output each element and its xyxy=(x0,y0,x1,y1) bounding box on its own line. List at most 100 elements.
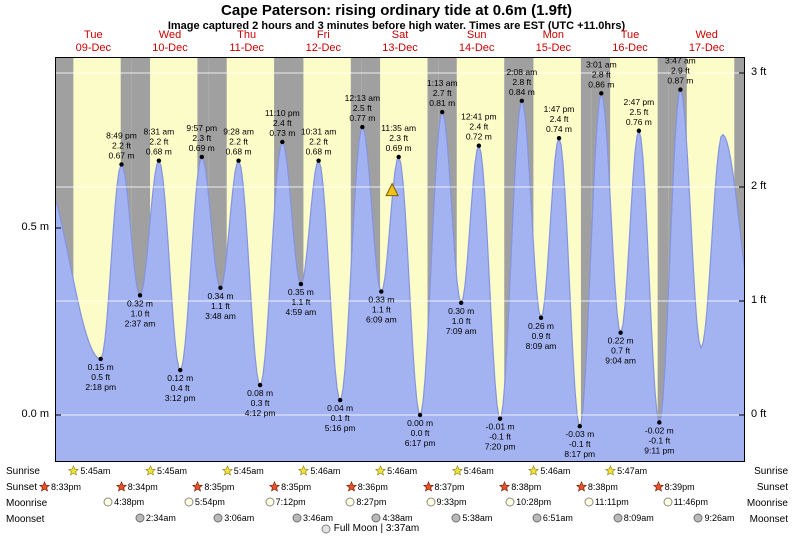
tide-high-label: 3:47 am xyxy=(665,57,696,66)
moonrise-time: 4:38pm xyxy=(114,497,145,507)
tide-low-label: 9:11 pm xyxy=(644,445,674,455)
moonset-circle-icon xyxy=(613,513,623,523)
tide-high-label: 9:28 am xyxy=(223,127,254,137)
tide-high-label: 11:35 am xyxy=(381,123,416,133)
tide-low-label: 1.1 ft xyxy=(372,305,392,315)
day-of-week: Sun xyxy=(466,29,487,41)
tide-low-label: 0.1 ft xyxy=(331,413,351,423)
tide-low-dot xyxy=(298,281,304,287)
tide-high-label: 0.72 m xyxy=(466,132,492,142)
day-date: 14-Dec xyxy=(458,42,495,54)
sunset-item: 8:38pm xyxy=(575,481,618,492)
moonset-time: 3:46am xyxy=(303,513,334,523)
day-of-week: Wed xyxy=(158,29,182,41)
tide-low-label: 0.33 m xyxy=(368,295,394,305)
tide-low-label: 0.22 m xyxy=(608,336,634,346)
sunset-star-icon xyxy=(115,481,127,492)
day-label: Tue 09-Dec xyxy=(62,29,124,55)
y-axis-left-label: 0.5 m xyxy=(21,221,49,233)
tide-high-dot xyxy=(476,143,482,148)
tide-high-dot xyxy=(236,158,241,163)
tide-high-label: 12:13 am xyxy=(345,93,380,103)
sunset-item: 8:33pm xyxy=(38,481,81,492)
sunset-item: 8:35pm xyxy=(192,481,234,492)
day-of-week: Tue xyxy=(620,29,640,41)
tide-high-label: 8:49 pm xyxy=(106,130,137,140)
sunrise-time: 5:46am xyxy=(540,465,571,476)
tide-high-label: 3:01 am xyxy=(586,59,617,69)
tide-low-label: 0.4 ft xyxy=(171,383,191,393)
astro-label-moonrise-right: Moonrise xyxy=(746,498,788,509)
tide-high-label: 2.4 ft xyxy=(550,114,570,124)
sunset-item: 8:38pm xyxy=(499,481,541,492)
tide-low-label: 4:59 am xyxy=(286,307,317,317)
sunrise-star-icon xyxy=(375,465,387,476)
sunset-star-icon xyxy=(38,481,50,492)
sunset-time: 8:37pm xyxy=(434,481,465,492)
astro-label-sunrise-right: Sunrise xyxy=(754,466,788,477)
tide-low-label: 1.1 ft xyxy=(211,301,231,311)
y-axis-left-label: 0.0 m xyxy=(21,408,49,420)
sunrise-time: 5:46am xyxy=(310,465,341,476)
moonset-time: 5:38am xyxy=(462,513,493,523)
tide-high-label: 0.73 m xyxy=(269,128,295,138)
moonset-circle-icon xyxy=(135,513,145,523)
moonrise-circle-icon xyxy=(663,497,673,507)
tide-low-label: 1.0 ft xyxy=(131,308,151,318)
tide-high-label: 2.2 ft xyxy=(112,140,132,150)
tide-low-dot xyxy=(178,367,183,373)
sunrise-time: 5:45am xyxy=(157,465,188,476)
tide-low-label: 0.00 m xyxy=(407,418,433,428)
tide-high-dot xyxy=(599,91,604,96)
tide-high-label: 0.87 m xyxy=(667,76,693,86)
sunrise-star-icon xyxy=(528,465,540,476)
tide-low-dot xyxy=(538,315,544,320)
day-date: 17-Dec xyxy=(688,42,725,54)
moonrise-time: 7:12pm xyxy=(275,497,306,507)
sunset-time: 8:39pm xyxy=(664,481,695,492)
tide-low-label: 0.08 m xyxy=(247,388,273,398)
tide-low-dot xyxy=(337,397,343,403)
sunset-time: 8:38pm xyxy=(587,481,618,492)
tide-high-label: 1:47 pm xyxy=(544,104,575,114)
astro-label-moonset-right: Moonset xyxy=(749,514,788,525)
tide-high-label: 0.76 m xyxy=(626,117,652,127)
tide-low-dot xyxy=(657,420,662,425)
moonset-time: 8:09am xyxy=(623,513,654,523)
sunset-star-icon xyxy=(345,481,357,492)
tide-low-label: 1.1 ft xyxy=(291,297,311,307)
tide-low-dot xyxy=(577,424,582,429)
tide-low-dot xyxy=(497,416,503,421)
moonrise-circle-icon xyxy=(184,497,194,507)
day-date: 13-Dec xyxy=(382,42,418,54)
moonset-circle-icon xyxy=(532,513,542,523)
moonrise-item: 11:11pm xyxy=(584,497,629,507)
sunset-time: 8:36pm xyxy=(357,481,388,492)
sunrise-time: 5:46am xyxy=(463,465,494,476)
moonset-item: 9:26am xyxy=(693,513,734,523)
tide-high-dot xyxy=(360,124,365,130)
tide-low-label: 0.9 ft xyxy=(532,331,552,341)
tide-high-dot xyxy=(280,139,285,145)
moonset-item: 5:38am xyxy=(451,513,492,523)
tide-low-dot xyxy=(379,289,384,294)
moonrise-time: 11:46pm xyxy=(673,497,708,507)
day-date: 11-Dec xyxy=(229,42,264,54)
tide-high-label: 2.3 ft xyxy=(192,133,212,143)
moonrise-item: 4:38pm xyxy=(103,497,144,507)
day-date: 10-Dec xyxy=(152,42,188,54)
astro-label-sunset-left: Sunset xyxy=(6,482,38,493)
moonset-item: 8:09am xyxy=(613,513,654,523)
sunrise-item: 5:47am xyxy=(605,465,647,476)
sunrise-time: 5:45am xyxy=(233,465,264,476)
sunrise-item: 5:46am xyxy=(375,465,417,476)
sunset-star-icon xyxy=(269,481,281,492)
sunrise-star-icon xyxy=(298,465,310,476)
page-title: Cape Paterson: rising ordinary tide at 0… xyxy=(221,2,572,19)
tide-low-label: -0.02 m xyxy=(645,425,674,435)
tide-low-dot xyxy=(218,285,223,291)
tide-high-label: 0.67 m xyxy=(108,150,134,160)
tide-high-dot xyxy=(199,154,204,160)
sunrise-item: 5:45am xyxy=(221,465,264,476)
